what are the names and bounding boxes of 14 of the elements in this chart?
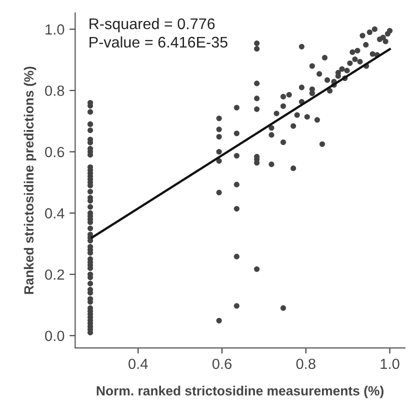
- y-tick-label: 0.2: [45, 269, 64, 280]
- annotation: R-squared = 0.776: [90, 18, 215, 32]
- y-tick-label: 0.6: [45, 146, 64, 158]
- x-tick-label: 0.6: [212, 358, 232, 370]
- y-tick-label: 1.0: [46, 24, 64, 35]
- x-axis-title: Norm. ranked strictosidine measurements (%): [96, 386, 384, 398]
- x-tick-label: 1.0: [380, 358, 400, 370]
- annotation: P-value = 6.416E-35: [90, 36, 228, 48]
- y-tick-label: 0.4: [45, 208, 64, 218]
- y-tick-label: 0.8: [45, 86, 64, 96]
- y-tick-label: 0.0: [45, 330, 64, 342]
- y-axis-title: Ranked strictosidine predictions (%): [24, 66, 36, 294]
- x-tick-label: 0.8: [296, 358, 316, 370]
- x-tick-label: 0.4: [128, 358, 148, 370]
